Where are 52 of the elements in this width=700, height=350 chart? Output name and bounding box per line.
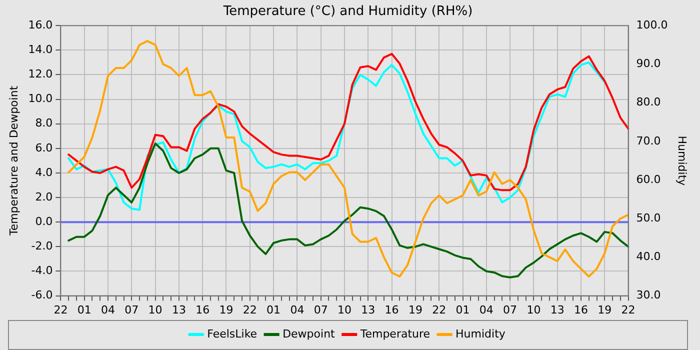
x-tick-label: 22	[621, 303, 636, 316]
y-axis-title: Temperature and Dewpoint	[7, 85, 20, 237]
x-tick-label: 01	[456, 303, 470, 316]
x-tick-label: 16	[384, 303, 399, 316]
y-tick-label: 6.0	[35, 141, 53, 154]
y-tick-label: 14.0	[28, 43, 53, 56]
y-tick-label: 8.0	[35, 116, 53, 130]
x-tick-label: 22	[54, 303, 68, 316]
y2-tick-label: 50.0	[636, 211, 661, 224]
legend-label: Dewpoint	[282, 327, 336, 340]
x-tick-label: 19	[408, 303, 422, 316]
x-tick-label: 10	[148, 303, 162, 316]
x-tick-label: 04	[290, 303, 304, 316]
x-tick-label: 07	[314, 303, 328, 316]
x-tick-label: 22	[432, 303, 446, 316]
x-tick-label: 01	[266, 303, 281, 316]
x-tick-label: 19	[598, 303, 612, 316]
y2-tick-label: 40.0	[636, 250, 661, 264]
x-tick-label: 13	[550, 303, 564, 316]
legend-label: Humidity	[456, 327, 506, 340]
x-tick-label: 16	[196, 303, 210, 316]
y2-tick-label: 80.0	[636, 96, 661, 109]
legend-label: Temperature	[359, 327, 430, 340]
chart-title: Temperature (°C) and Humidity (RH%)	[222, 4, 473, 20]
y2-tick-label: 60.0	[636, 172, 661, 186]
x-tick-label: 10	[526, 303, 541, 316]
x-tick-label: 10	[338, 303, 352, 316]
y2-tick-label: 90.0	[636, 57, 661, 70]
y-tick-label: -4.0	[31, 264, 53, 278]
y-tick-label: 0.0	[35, 214, 53, 228]
y-tick-label: 4.0	[35, 166, 53, 179]
y2-axis-title: Humidity	[676, 136, 689, 186]
x-tick-label: 07	[124, 303, 139, 316]
y-tick-label: -2.0	[31, 240, 53, 253]
x-tick-label: 13	[361, 303, 376, 316]
x-tick-label: 19	[219, 303, 234, 316]
x-tick-label: 07	[503, 303, 518, 316]
x-tick-label: 04	[100, 303, 115, 316]
y2-tick-label: 70.0	[636, 134, 661, 148]
x-tick-label: 22	[242, 303, 257, 316]
y2-tick-label: 30.0	[636, 288, 661, 302]
x-tick-label: 04	[479, 303, 494, 316]
y2-tick-label: 100.0	[636, 18, 668, 32]
x-tick-label: 01	[77, 303, 92, 316]
y-tick-label: 10.0	[28, 92, 53, 106]
y-tick-label: 16.0	[28, 18, 53, 32]
x-tick-label: 16	[574, 303, 588, 316]
y-tick-label: 12.0	[28, 68, 53, 81]
y-tick-label: -6.0	[31, 288, 53, 302]
x-tick-label: 13	[172, 303, 186, 316]
y-tick-label: 2.0	[35, 190, 53, 204]
legend-label: FeelsLike	[207, 327, 258, 340]
